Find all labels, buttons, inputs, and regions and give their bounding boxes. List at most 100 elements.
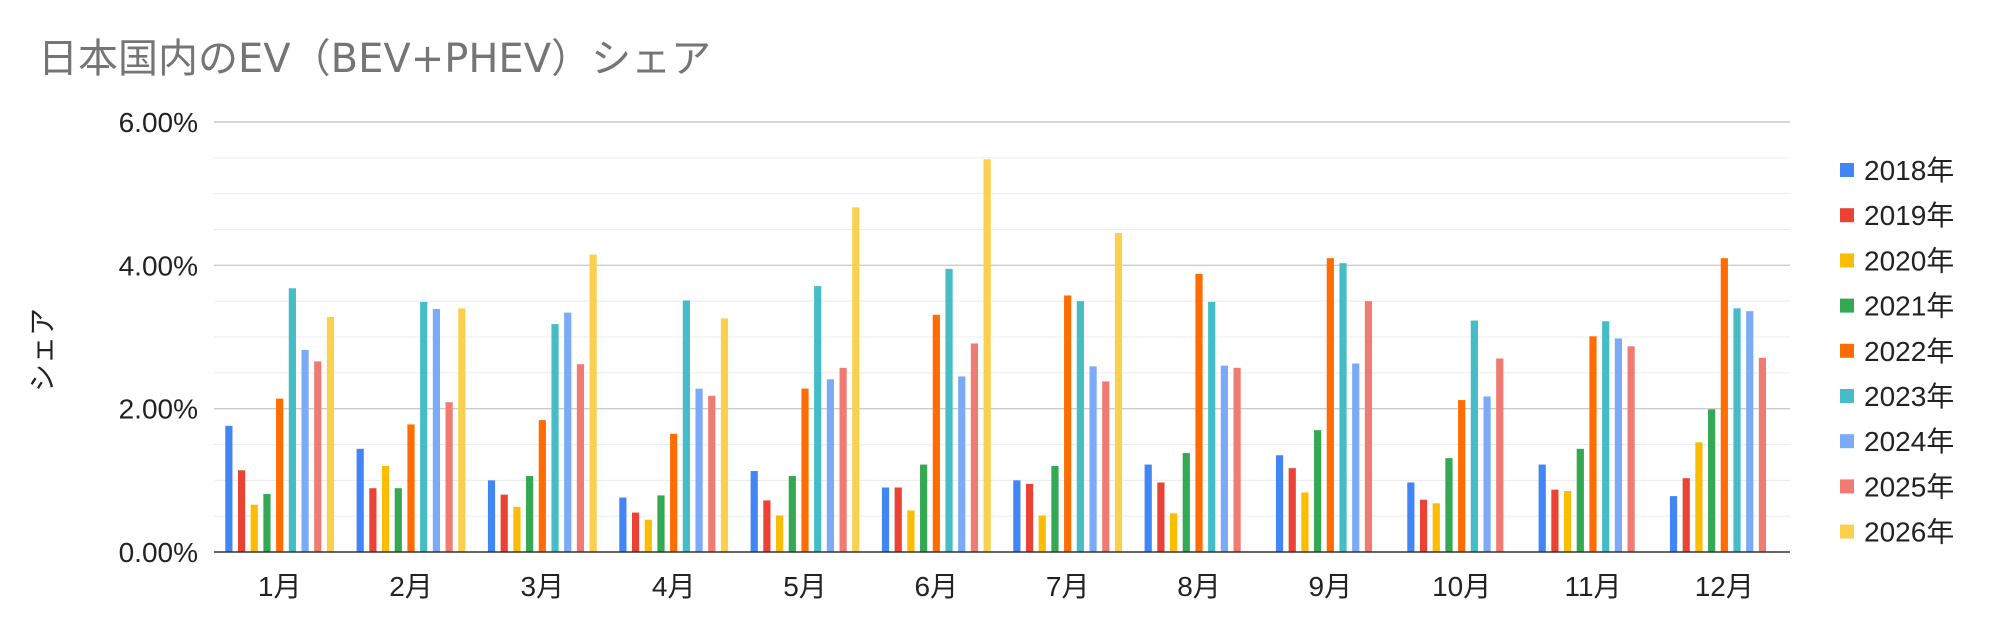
bar-2022年-11月 (1589, 336, 1597, 552)
bar-2023年-6月 (945, 268, 953, 552)
bar-2018年-10月 (1407, 482, 1415, 552)
bar-2019年-7月 (1025, 483, 1034, 552)
bar-2025年-6月 (970, 343, 979, 552)
bar-2018年-11月 (1538, 464, 1546, 552)
bar-2023年-3月 (551, 324, 559, 552)
bar-2018年-6月 (881, 487, 890, 552)
x-tick-label: 11月 (1564, 571, 1621, 602)
bar-2022年-6月 (932, 314, 940, 552)
bar-2024年-2月 (432, 309, 440, 552)
bar-2021年-7月 (1051, 466, 1059, 552)
legend-swatch (1840, 298, 1854, 313)
bar-2023年-5月 (814, 286, 822, 552)
legend-label: 2018年 (1864, 155, 1954, 186)
legend-swatch (1840, 208, 1854, 223)
x-tick-label: 7月 (1046, 571, 1090, 602)
bar-2022年-7月 (1064, 295, 1072, 552)
bar-2023年-9月 (1339, 263, 1347, 552)
bar-2024年-11月 (1614, 338, 1622, 552)
legend-swatch (1840, 163, 1854, 177)
bar-2023年-2月 (420, 301, 428, 552)
bar-2024年-9月 (1352, 363, 1360, 552)
legend-swatch (1840, 434, 1854, 449)
bar-2025年-1月 (314, 361, 322, 552)
bar-2022年-10月 (1458, 400, 1466, 552)
bar-2024年-7月 (1089, 366, 1097, 552)
legend-swatch (1840, 343, 1854, 358)
bar-2019年-1月 (237, 470, 246, 552)
bar-2022年-3月 (538, 420, 546, 552)
bar-2025年-11月 (1627, 346, 1635, 552)
x-tick-label: 3月 (521, 571, 565, 602)
bar-2021年-9月 (1314, 430, 1322, 552)
legend-label: 2021年 (1864, 291, 1954, 322)
bar-2023年-11月 (1602, 321, 1610, 552)
x-tick-label: 9月 (1309, 571, 1353, 602)
y-tick-label: 6.00% (119, 107, 198, 138)
bar-2021年-6月 (920, 464, 928, 552)
bar-2026年-3月 (589, 254, 597, 552)
bar-2019年-10月 (1419, 499, 1428, 552)
bar-2021年-4月 (657, 495, 665, 552)
bar-2019年-9月 (1288, 468, 1296, 552)
bar-2020年-8月 (1170, 513, 1178, 552)
bar-2022年-4月 (670, 433, 678, 552)
bar-2020年-7月 (1038, 515, 1046, 552)
bar-2020年-4月 (644, 519, 652, 552)
bar-2024年-8月 (1220, 365, 1228, 552)
bar-2024年-3月 (564, 312, 572, 552)
bar-2018年-1月 (225, 425, 233, 552)
bar-2019年-4月 (631, 512, 640, 552)
bar-2023年-4月 (682, 300, 690, 552)
bar-2022年-2月 (407, 424, 415, 552)
y-tick-label: 4.00% (119, 250, 198, 281)
bar-2019年-8月 (1157, 482, 1165, 552)
bar-2020年-12月 (1695, 442, 1703, 552)
bar-2025年-10月 (1496, 358, 1504, 552)
chart-title: 日本国内のEV（BEV+PHEV）シェア (38, 36, 711, 82)
bar-2018年-3月 (487, 480, 496, 552)
legend-label: 2026年 (1864, 517, 1954, 548)
bar-2022年-5月 (801, 388, 809, 552)
bar-2024年-5月 (826, 379, 834, 552)
bar-2025年-12月 (1758, 357, 1767, 552)
bar-2025年-4月 (708, 395, 716, 552)
bar-2025年-2月 (445, 402, 453, 552)
bar-2021年-2月 (394, 488, 402, 552)
y-axis-ticks: 0.00% 2.00% 4.00% 6.00% (119, 107, 198, 568)
bar-2026年-6月 (983, 159, 991, 552)
bar-2021年-5月 (788, 476, 796, 552)
bar-2019年-5月 (763, 500, 771, 552)
bar-2018年-2月 (356, 448, 364, 552)
bar-2021年-10月 (1445, 458, 1453, 552)
bar-2019年-3月 (500, 494, 508, 552)
bar-2024年-4月 (695, 388, 703, 552)
x-tick-label: 10月 (1432, 571, 1491, 602)
bar-2019年-6月 (894, 487, 902, 552)
bar-2024年-1月 (301, 349, 309, 552)
bars (225, 159, 1767, 552)
legend-swatch (1840, 253, 1854, 268)
bar-2018年-7月 (1013, 480, 1021, 552)
gridlines (214, 121, 1790, 517)
bar-2026年-4月 (720, 318, 729, 552)
bar-2020年-2月 (382, 466, 390, 552)
y-tick-label: 2.00% (119, 394, 198, 425)
y-axis-label: シェア (26, 308, 59, 392)
bar-2018年-9月 (1275, 455, 1284, 552)
bar-2022年-9月 (1326, 258, 1334, 552)
legend-swatch (1840, 389, 1854, 403)
bar-2020年-1月 (250, 504, 258, 552)
x-tick-label: 8月 (1177, 571, 1221, 602)
legend-label: 2023年 (1864, 381, 1954, 412)
bar-2020年-11月 (1564, 491, 1572, 552)
x-tick-label: 12月 (1695, 571, 1754, 602)
bar-2024年-10月 (1483, 396, 1491, 552)
bar-2021年-8月 (1182, 453, 1190, 552)
bar-2022年-8月 (1195, 273, 1203, 552)
legend-label: 2019年 (1864, 200, 1954, 231)
bar-2022年-1月 (276, 398, 284, 552)
bar-2018年-5月 (750, 471, 758, 552)
